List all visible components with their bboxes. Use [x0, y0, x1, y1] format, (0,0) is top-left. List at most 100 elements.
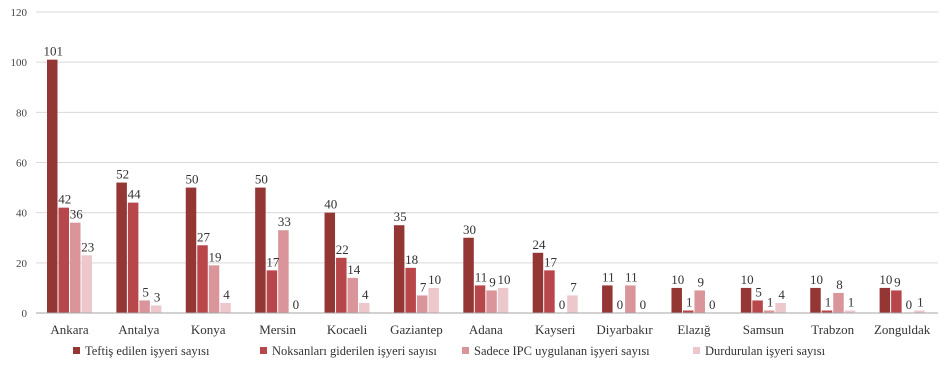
- y-axis-ticks: 0 20 40 60 80 100 120: [11, 7, 28, 320]
- data-label: 11: [602, 269, 615, 284]
- bar-gaziantep-series-1: [393, 225, 405, 313]
- data-label: 17: [266, 254, 280, 269]
- category-label: Ankara: [50, 322, 88, 337]
- bar-ankara-series-1: [47, 59, 58, 314]
- data-label: 4: [362, 287, 369, 302]
- bar-diyarbak-r-series-1: [602, 285, 613, 313]
- data-label: 1: [767, 294, 774, 309]
- data-label: 30: [463, 222, 476, 237]
- category-label: Konya: [191, 322, 226, 337]
- data-label: 5: [142, 284, 149, 299]
- data-label: 0: [709, 297, 716, 312]
- data-label: 19: [209, 249, 222, 264]
- bar-gaziantep-series-3: [416, 295, 428, 313]
- bar-ankara-series-2: [58, 207, 69, 313]
- bar-ankara-series-3: [70, 222, 81, 313]
- data-label: 52: [116, 167, 129, 182]
- bar-adana-series-2: [474, 285, 486, 313]
- category-label: Gaziantep: [390, 322, 443, 337]
- bar-kayseri-series-4: [567, 295, 578, 313]
- data-label: 9: [697, 274, 704, 289]
- category-label: Kocaeli: [327, 322, 368, 337]
- y-tick-label: 0: [22, 308, 28, 320]
- legend: Teftiş edilen işyeri sayısı Noksanları gi…: [73, 344, 826, 358]
- category-label: Antalya: [118, 322, 159, 337]
- bar-zonguldak-series-1: [879, 287, 891, 313]
- legend-swatch: [693, 347, 700, 354]
- data-label: 14: [347, 262, 361, 277]
- legend-swatch: [260, 347, 267, 354]
- data-label: 10: [879, 272, 892, 287]
- bar-kocaeli-series-1: [324, 212, 336, 313]
- data-label: 0: [293, 297, 300, 312]
- data-label: 18: [405, 252, 418, 267]
- category-label: Mersin: [259, 322, 296, 337]
- category-label: Trabzon: [811, 322, 854, 337]
- bar-kocaeli-series-4: [359, 302, 370, 313]
- bar-zonguldak-series-4: [914, 310, 925, 313]
- bar-konya-series-2: [197, 245, 208, 313]
- bar-trabzon-series-3: [833, 292, 844, 313]
- bar-ankara-series-4: [81, 255, 92, 313]
- bar-antalya-series-4: [150, 305, 162, 313]
- data-label: 11: [625, 269, 638, 284]
- data-label: 35: [394, 209, 407, 224]
- bar-adana-series-1: [463, 237, 474, 313]
- legend-label: Noksanları giderilen işyeri sayısı: [272, 344, 437, 358]
- bar-antalya-series-1: [116, 182, 127, 313]
- bar-adana-series-4: [497, 287, 509, 313]
- data-label: 0: [617, 297, 624, 312]
- data-label: 17: [544, 254, 558, 269]
- data-label: 9: [894, 274, 901, 289]
- bars: [47, 59, 925, 314]
- bar-konya-series-3: [208, 265, 220, 313]
- data-label: 24: [532, 237, 546, 252]
- data-label: 3: [154, 289, 161, 304]
- category-label: Elazığ: [677, 322, 711, 337]
- category-label: Zonguldak: [874, 322, 931, 337]
- bar-gaziantep-series-4: [428, 287, 439, 313]
- data-label: 44: [128, 187, 142, 202]
- bar-elaz--series-2: [682, 310, 694, 313]
- y-tick-label: 40: [16, 208, 28, 220]
- bar-trabzon-series-1: [810, 287, 821, 313]
- y-tick-label: 120: [11, 7, 28, 19]
- data-label: 1: [686, 294, 693, 309]
- bar-mersin-series-1: [255, 187, 266, 313]
- y-tick-label: 60: [16, 158, 28, 170]
- data-label: 10: [671, 272, 684, 287]
- bar-antalya-series-3: [139, 300, 150, 313]
- data-label: 27: [197, 229, 211, 244]
- x-axis-categories: Ankara Antalya Konya Mersin Kocaeli Gaziantep…: [50, 322, 930, 337]
- gridlines: [36, 11, 938, 264]
- data-label: 7: [420, 279, 427, 294]
- y-tick-label: 100: [11, 57, 28, 69]
- data-label: 5: [755, 284, 762, 299]
- bar-konya-series-4: [220, 302, 231, 313]
- y-tick-label: 80: [16, 107, 28, 119]
- bar-antalya-series-2: [127, 202, 139, 313]
- data-label: 0: [640, 297, 647, 312]
- bar-kocaeli-series-2: [336, 257, 347, 313]
- data-label: 7: [570, 279, 577, 294]
- bar-trabzon-series-4: [844, 310, 856, 313]
- bar-diyarbak-r-series-3: [625, 285, 636, 313]
- category-label: Adana: [469, 322, 503, 337]
- bar-samsun-series-3: [763, 310, 775, 313]
- category-label: Samsun: [743, 322, 785, 337]
- data-label: 101: [44, 44, 64, 59]
- data-label: 42: [58, 192, 71, 207]
- data-label: 4: [778, 287, 785, 302]
- bar-adana-series-3: [486, 290, 497, 313]
- bar-mersin-series-3: [278, 230, 289, 313]
- bar-kayseri-series-2: [544, 270, 555, 313]
- data-label: 1: [825, 294, 832, 309]
- legend-swatch: [462, 347, 469, 354]
- bar-gaziantep-series-2: [405, 267, 416, 313]
- legend-label: Sadece IPC uygulanan işyeri sayısı: [474, 344, 650, 358]
- bar-kocaeli-series-3: [347, 277, 359, 313]
- data-label: 23: [81, 239, 94, 254]
- data-label: 10: [428, 272, 441, 287]
- data-label: 40: [324, 197, 337, 212]
